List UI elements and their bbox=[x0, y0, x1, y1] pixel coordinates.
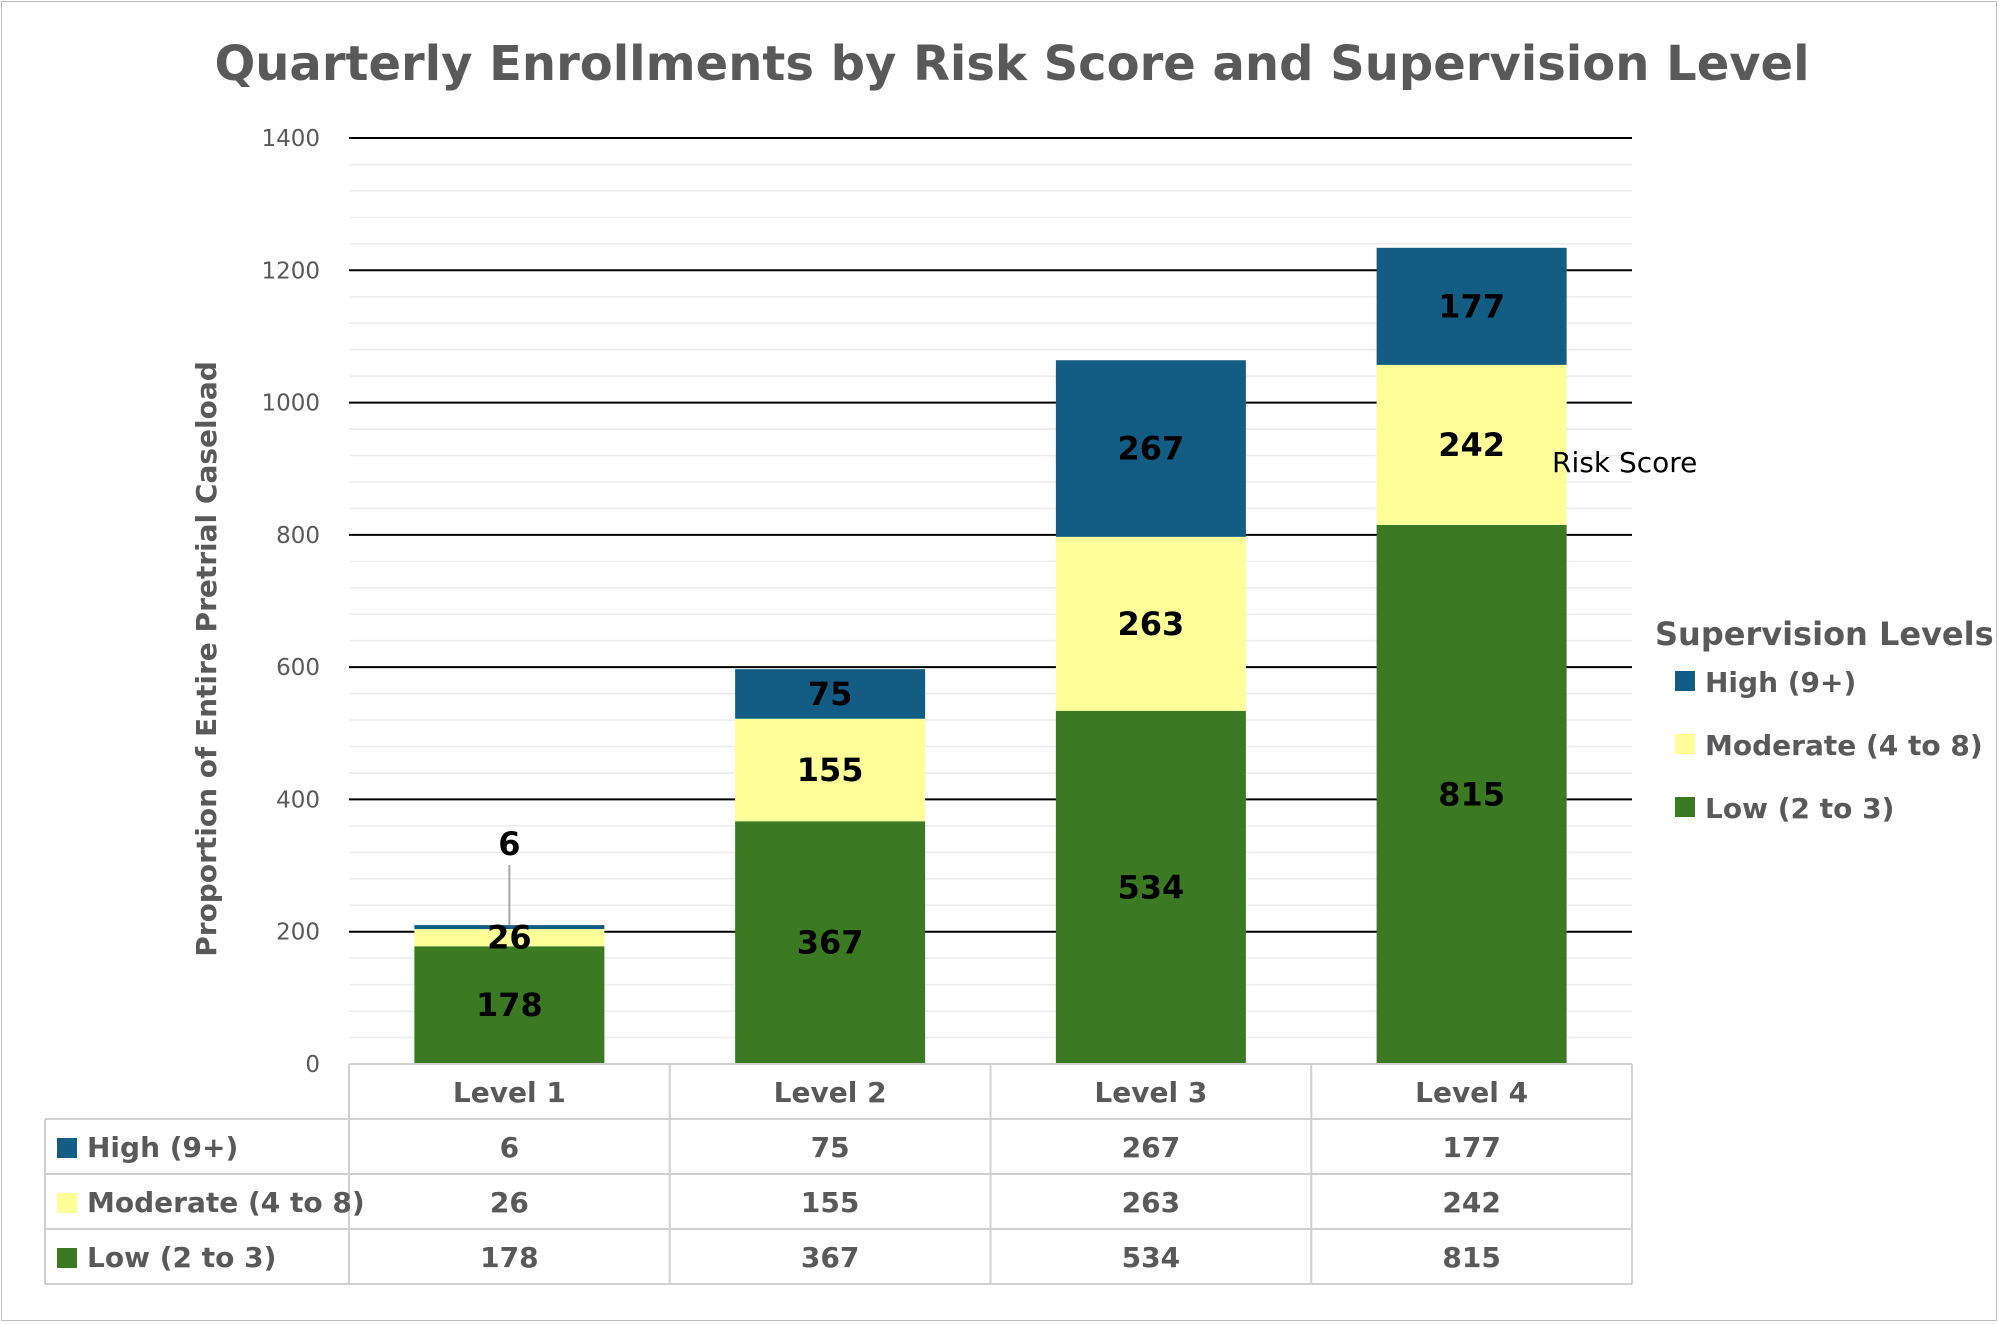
legend-label-moderate-4-to-8: Moderate (4 to 8) bbox=[1705, 729, 1983, 762]
table-row-label-moderate-4-to-8: Moderate (4 to 8) bbox=[87, 1186, 365, 1219]
data-label-level-2-moderate-4-to-8: 155 bbox=[797, 751, 864, 789]
data-label-level-3-high-9: 267 bbox=[1117, 430, 1184, 468]
table-cell-moderate-4-to-8-level-1: 26 bbox=[490, 1186, 529, 1219]
y-tick-label: 800 bbox=[276, 523, 320, 549]
risk-score-annotation: Risk Score bbox=[1552, 446, 1697, 479]
chart-title: Quarterly Enrollments by Risk Score and … bbox=[214, 36, 1809, 92]
data-label-level-2-high-9: 75 bbox=[808, 675, 853, 713]
y-tick-label: 1000 bbox=[261, 391, 320, 417]
bar-level-2-high-9 bbox=[735, 669, 926, 719]
table-cell-moderate-4-to-8-level-4: 242 bbox=[1442, 1186, 1500, 1219]
table-cell-low-2-to-3-level-2: 367 bbox=[801, 1241, 859, 1274]
y-tick-label: 600 bbox=[276, 655, 320, 681]
table-row-label-low-2-to-3: Low (2 to 3) bbox=[87, 1241, 276, 1274]
y-axis-ticks: 0 200 400 600 800 1000 1200 1400 bbox=[261, 126, 320, 1078]
table-key-low-2-to-3 bbox=[57, 1248, 77, 1268]
bar-level-3-high-9 bbox=[1055, 360, 1246, 537]
bar-level-1-low-2-to-3 bbox=[414, 946, 605, 1064]
data-label-level-3-low-2-to-3: 534 bbox=[1117, 868, 1184, 906]
y-axis-label: Proportion of Entire Pretrial Caseload bbox=[190, 361, 223, 957]
table-cell-moderate-4-to-8-level-2: 155 bbox=[801, 1186, 859, 1219]
bar-level-1-moderate-4-to-8 bbox=[414, 929, 605, 947]
bar-level-3-low-2-to-3 bbox=[1055, 710, 1246, 1064]
legend-swatch-moderate-4-to-8 bbox=[1675, 734, 1695, 754]
data-label-level-4-moderate-4-to-8: 242 bbox=[1438, 426, 1505, 464]
table-cell-low-2-to-3-level-1: 178 bbox=[480, 1241, 538, 1274]
legend-swatch-low-2-to-3 bbox=[1675, 797, 1695, 817]
legend: Supervision Levels High (9+) Moderate (4 … bbox=[1655, 615, 1994, 825]
table-cell-high-9-level-4: 177 bbox=[1442, 1131, 1500, 1164]
data-label-level-4-low-2-to-3: 815 bbox=[1438, 775, 1505, 813]
y-tick-label: 200 bbox=[276, 920, 320, 946]
data-label-level-1-high-9: 6 bbox=[498, 825, 520, 863]
bar-level-3-moderate-4-to-8 bbox=[1055, 536, 1246, 711]
table-cell-low-2-to-3-level-3: 534 bbox=[1122, 1241, 1180, 1274]
table-header-level-1: Level 1 bbox=[453, 1076, 566, 1109]
legend-swatch-high-9 bbox=[1675, 671, 1695, 691]
bar-level-2-low-2-to-3 bbox=[735, 821, 926, 1064]
table-cell-high-9-level-2: 75 bbox=[811, 1131, 850, 1164]
y-tick-label: 1400 bbox=[261, 126, 320, 152]
table-cell-low-2-to-3-level-4: 815 bbox=[1442, 1241, 1500, 1274]
y-tick-label: 400 bbox=[276, 787, 320, 813]
bars bbox=[414, 247, 1567, 1064]
table-key-moderate-4-to-8 bbox=[57, 1193, 77, 1213]
table-header-level-3: Level 3 bbox=[1094, 1076, 1207, 1109]
y-tick-label: 0 bbox=[305, 1052, 320, 1078]
table-cell-high-9-level-1: 6 bbox=[500, 1131, 519, 1164]
legend-label-high-9: High (9+) bbox=[1705, 666, 1856, 699]
data-table: Level 1 Level 2 Level 3 Level 4 High (9+) 6 75… bbox=[44, 1063, 1633, 1285]
table-cell-high-9-level-3: 267 bbox=[1122, 1131, 1180, 1164]
table-cell-moderate-4-to-8-level-3: 263 bbox=[1122, 1186, 1180, 1219]
data-label-level-3-moderate-4-to-8: 263 bbox=[1117, 605, 1184, 643]
bar-level-4-low-2-to-3 bbox=[1376, 524, 1567, 1064]
bar-level-4-high-9 bbox=[1376, 247, 1567, 365]
legend-title: Supervision Levels bbox=[1655, 615, 1994, 653]
bar-level-1-high-9 bbox=[414, 925, 605, 930]
bar-level-4-moderate-4-to-8 bbox=[1376, 364, 1567, 525]
table-header-level-2: Level 2 bbox=[774, 1076, 887, 1109]
table-header-level-4: Level 4 bbox=[1415, 1076, 1528, 1109]
data-label-level-4-high-9: 177 bbox=[1438, 287, 1505, 325]
data-label-level-1-low-2-to-3: 178 bbox=[476, 986, 543, 1024]
data-label-level-2-low-2-to-3: 367 bbox=[797, 924, 864, 962]
table-key-high-9 bbox=[57, 1138, 77, 1158]
y-tick-label: 1200 bbox=[261, 258, 320, 284]
table-row-label-high-9: High (9+) bbox=[87, 1131, 238, 1164]
bar-level-2-moderate-4-to-8 bbox=[735, 718, 926, 822]
legend-label-low-2-to-3: Low (2 to 3) bbox=[1705, 792, 1894, 825]
